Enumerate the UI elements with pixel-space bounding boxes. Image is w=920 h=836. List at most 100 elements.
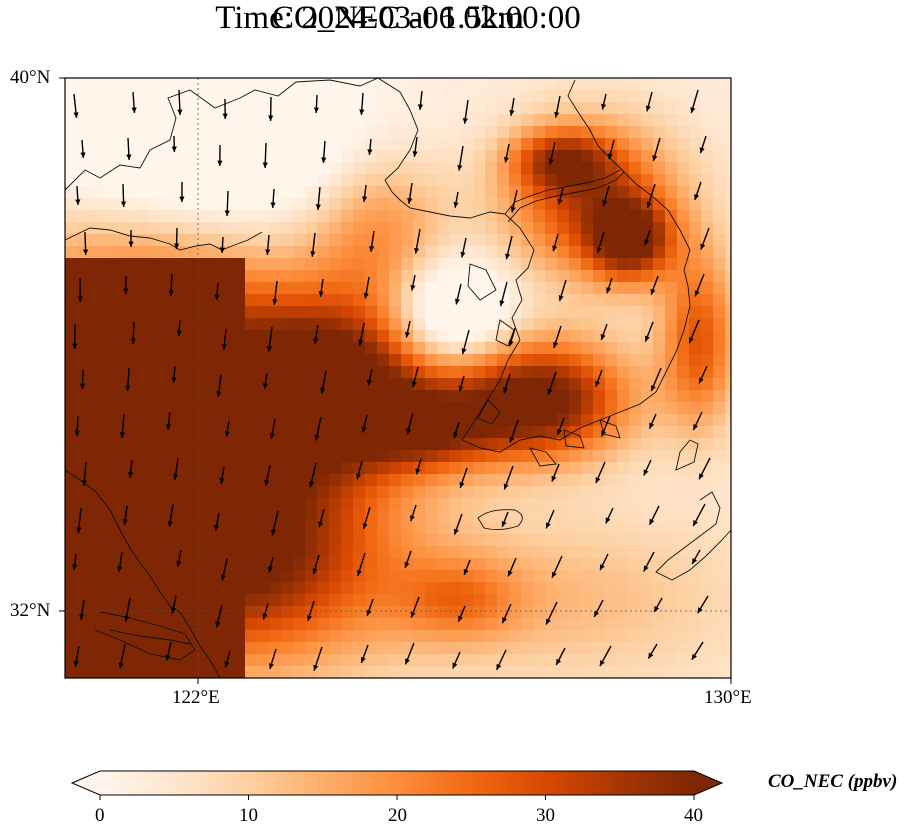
field-cell [725,78,731,91]
field-cell [113,270,126,283]
field-cell [305,618,318,631]
field-cell [281,90,294,103]
field-cell [353,570,366,583]
field-cell [605,222,618,235]
wind-arrow-head [268,115,274,121]
field-cell [533,90,546,103]
field-cell [461,186,474,199]
field-cell [521,642,534,655]
field-cell [413,486,426,499]
field-cell [125,522,138,535]
field-cell [557,606,570,619]
field-cell [209,258,222,271]
field-cell [77,294,90,307]
field-cell [569,414,582,427]
field-cell [377,594,390,607]
field-cell [197,402,210,415]
field-cell [197,90,210,103]
field-cell [701,282,714,295]
field-cell [533,546,546,559]
field-cell [557,486,570,499]
field-cell [281,330,294,343]
field-cell [269,498,282,511]
field-cell [353,222,366,235]
field-cell [173,198,186,211]
field-cell [401,306,414,319]
field-cell [209,630,222,643]
field-cell [425,270,438,283]
field-cell [581,462,594,475]
field-cell [221,606,234,619]
wind-arrow-head [453,528,459,535]
field-cell [533,534,546,547]
field-cell [305,486,318,499]
field-cell [521,102,534,115]
field-cell [365,126,378,139]
field-cell [245,354,258,367]
field-cell [293,150,306,163]
field-cell [485,258,498,271]
field-cell [257,330,270,343]
field-cell [377,570,390,583]
field-cell [425,474,438,487]
field-cell [125,474,138,487]
field-cell [425,294,438,307]
field-cell [185,366,198,379]
field-cell [377,138,390,151]
field-cell [137,78,150,91]
field-cell [485,426,498,439]
field-cell [137,306,150,319]
field-cell [365,78,378,91]
field-cell [473,570,486,583]
field-cell [317,666,330,678]
field-cell [629,246,642,259]
coastlines [65,78,731,678]
field-cell [161,126,174,139]
field-cell [281,138,294,151]
field-cell [185,330,198,343]
field-cell [305,210,318,223]
field-cell [197,186,210,199]
field-cell [425,426,438,439]
field-cell [425,546,438,559]
field-cell [257,234,270,247]
field-cell [365,318,378,331]
field-cell [665,618,678,631]
field-cell [449,330,462,343]
wind-arrow-head [648,652,654,659]
field-cell [641,486,654,499]
field-cell [545,354,558,367]
field-cell [461,450,474,463]
field-cell [281,162,294,175]
field-cell [269,258,282,271]
field-cell [533,258,546,271]
field-cell [257,666,270,678]
field-cell [341,414,354,427]
field-cell [377,462,390,475]
wind-arrow-head [700,243,706,250]
field-cell [677,102,690,115]
field-cell [221,222,234,235]
field-cell [101,222,114,235]
field-cell [617,474,630,487]
field-cell [713,234,726,247]
wind-arrow-head [214,294,220,300]
field-cell [113,414,126,427]
field-cell [269,174,282,187]
field-cell [113,474,126,487]
field-cell [425,342,438,355]
field-cell [725,306,731,319]
field-cell [365,102,378,115]
field-cell [233,534,246,547]
field-cell [677,474,690,487]
field-cell [317,486,330,499]
field-cell [329,450,342,463]
wind-arrow-head [557,198,563,205]
field-cell [233,78,246,91]
colorbar [70,770,724,800]
field-cell [137,462,150,475]
field-cell [317,630,330,643]
field-cell [161,558,174,571]
field-cell [497,438,510,451]
field-cell [617,654,630,667]
